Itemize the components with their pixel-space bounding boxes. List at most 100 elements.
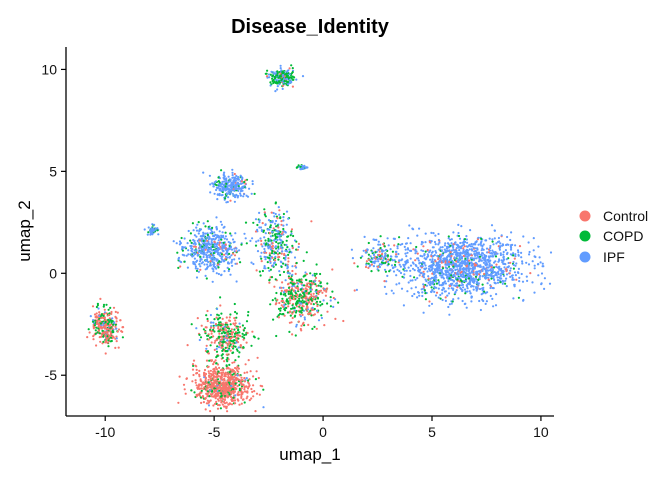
point-ipf <box>466 249 470 252</box>
point-ipf <box>501 282 504 285</box>
point-copd <box>277 242 280 245</box>
point-copd <box>386 254 389 257</box>
point-copd <box>192 364 195 367</box>
point-ipf <box>204 268 207 271</box>
point-control <box>209 372 212 375</box>
point-ipf <box>466 241 469 244</box>
point-ipf <box>447 243 450 246</box>
point-copd <box>320 314 323 317</box>
point-ipf <box>213 258 216 261</box>
point-ipf <box>202 171 205 174</box>
point-ipf <box>178 240 182 243</box>
point-ipf <box>396 247 399 250</box>
point-ipf <box>215 245 218 248</box>
point-ipf <box>269 84 272 87</box>
point-control <box>214 402 217 405</box>
point-control <box>292 289 295 292</box>
point-ipf <box>437 232 440 236</box>
point-copd <box>215 184 218 187</box>
point-copd <box>219 296 222 299</box>
point-control <box>119 319 122 322</box>
point-control <box>250 397 253 400</box>
point-ipf <box>192 229 195 232</box>
point-ipf <box>266 242 269 245</box>
point-ipf <box>212 270 215 273</box>
point-copd <box>107 339 110 342</box>
point-ipf <box>489 294 492 297</box>
point-ipf <box>231 238 235 241</box>
point-copd <box>272 318 275 321</box>
point-control <box>243 388 246 391</box>
point-control <box>209 260 212 263</box>
point-ipf <box>464 268 467 271</box>
legend-marker-control <box>579 210 591 222</box>
point-ipf <box>455 282 458 285</box>
point-ipf <box>513 283 516 286</box>
point-control <box>292 310 295 313</box>
point-ipf <box>381 259 384 262</box>
point-copd <box>289 314 292 317</box>
point-ipf <box>471 249 474 252</box>
point-copd <box>102 314 105 317</box>
point-copd <box>449 244 452 247</box>
point-control <box>287 305 290 308</box>
point-copd <box>207 381 210 384</box>
point-ipf <box>418 227 421 230</box>
point-ipf <box>433 268 437 271</box>
point-control <box>231 361 234 364</box>
point-control <box>323 324 326 327</box>
point-ipf <box>438 265 441 268</box>
point-ipf <box>258 211 261 214</box>
point-ipf <box>485 300 488 303</box>
point-ipf <box>281 250 284 253</box>
point-ipf <box>398 282 401 285</box>
point-ipf <box>402 304 405 307</box>
point-ipf <box>148 229 152 232</box>
point-ipf <box>427 267 431 271</box>
point-control <box>276 298 279 301</box>
point-control <box>257 376 260 380</box>
point-ipf <box>516 249 520 252</box>
point-control <box>86 336 89 339</box>
point-copd <box>367 262 370 265</box>
point-ipf <box>540 283 543 286</box>
point-copd <box>206 233 209 236</box>
point-copd <box>284 294 287 297</box>
point-ipf <box>489 268 492 271</box>
point-ipf <box>422 287 425 290</box>
point-copd <box>450 261 453 264</box>
point-copd <box>315 288 318 292</box>
point-copd <box>199 255 202 258</box>
point-ipf <box>449 283 452 286</box>
point-control <box>222 388 225 391</box>
point-control <box>255 392 259 395</box>
point-control <box>210 393 213 396</box>
point-control <box>230 396 233 399</box>
point-ipf <box>476 247 479 250</box>
point-ipf <box>470 296 473 299</box>
point-ipf <box>517 253 520 257</box>
point-ipf <box>480 259 483 262</box>
point-copd <box>206 317 209 321</box>
point-ipf <box>405 255 408 258</box>
point-copd <box>198 333 201 336</box>
point-control <box>286 289 289 292</box>
point-copd <box>239 261 242 264</box>
point-control <box>515 278 518 281</box>
point-control <box>308 296 311 299</box>
point-ipf <box>250 261 253 264</box>
point-control <box>235 367 238 370</box>
point-ipf <box>229 191 232 194</box>
point-control <box>268 231 271 235</box>
point-ipf <box>430 240 433 243</box>
legend-label-control: Control <box>603 208 648 224</box>
point-ipf <box>466 275 469 278</box>
point-control <box>185 377 188 380</box>
point-ipf <box>527 241 530 244</box>
point-control <box>200 324 203 327</box>
point-ipf <box>478 276 481 279</box>
point-ipf <box>420 240 423 244</box>
point-ipf <box>231 258 234 261</box>
point-copd <box>302 284 306 287</box>
point-ipf <box>267 73 271 76</box>
